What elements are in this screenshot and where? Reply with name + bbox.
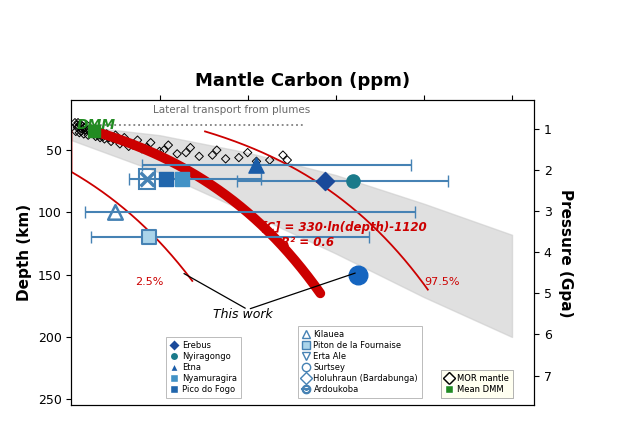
Point [172, 150, 182, 157]
Point [124, 143, 134, 150]
Point [252, 162, 261, 169]
Point [89, 128, 99, 135]
Point [70, 119, 80, 126]
Point [194, 153, 204, 160]
Point [86, 129, 96, 136]
Point [186, 144, 196, 151]
Point [320, 178, 330, 185]
Point [220, 155, 230, 162]
X-axis label: Mantle Carbon (ppm): Mantle Carbon (ppm) [195, 72, 410, 90]
Point [99, 136, 109, 143]
Point [73, 124, 83, 131]
Point [353, 271, 363, 278]
Text: R² = 0.6: R² = 0.6 [281, 236, 333, 249]
Point [142, 144, 152, 151]
Point [97, 129, 107, 136]
Point [155, 148, 165, 155]
Point [104, 134, 114, 141]
Point [73, 119, 83, 126]
Text: 97.5%: 97.5% [424, 277, 460, 286]
Point [252, 158, 261, 165]
Point [75, 120, 85, 127]
Point [83, 132, 93, 139]
Point [181, 149, 191, 156]
Point [81, 127, 91, 134]
Text: [C] = 330·ln(depth)-1120: [C] = 330·ln(depth)-1120 [261, 221, 427, 234]
Point [143, 234, 153, 241]
Point [95, 134, 105, 141]
Point [76, 128, 86, 135]
Point [77, 126, 87, 133]
Point [212, 146, 222, 153]
Point [176, 175, 186, 182]
Point [161, 175, 171, 182]
Point [98, 133, 108, 140]
Point [159, 146, 169, 153]
Point [93, 128, 103, 135]
Point [85, 128, 95, 135]
Point [283, 157, 292, 164]
Point [84, 126, 94, 133]
Point [234, 154, 244, 161]
Legend: MOR mantle, Mean DMM: MOR mantle, Mean DMM [441, 370, 513, 398]
Point [132, 136, 142, 143]
Point [102, 130, 112, 137]
Point [71, 128, 81, 135]
Point [111, 132, 120, 139]
Point [119, 134, 129, 141]
Point [207, 152, 217, 159]
Point [88, 127, 98, 134]
Point [106, 138, 116, 145]
Y-axis label: Depth (km): Depth (km) [17, 204, 32, 301]
Text: 2.5%: 2.5% [135, 277, 164, 286]
Point [94, 132, 104, 139]
Point [117, 138, 127, 145]
Text: This work: This work [214, 308, 273, 321]
Point [75, 129, 84, 136]
Point [111, 209, 120, 216]
Point [79, 124, 89, 131]
Point [79, 130, 89, 137]
Point [243, 149, 253, 156]
Point [163, 142, 173, 149]
Point [115, 140, 125, 147]
Point [72, 122, 82, 129]
Y-axis label: Pressure (Gpa): Pressure (Gpa) [558, 189, 573, 317]
Point [142, 175, 152, 182]
Point [128, 142, 138, 149]
Point [91, 133, 101, 140]
Point [146, 139, 156, 146]
Point [137, 145, 147, 152]
Point [265, 157, 274, 164]
Text: DMM: DMM [77, 118, 116, 132]
Point [278, 152, 288, 159]
Point [348, 178, 358, 185]
Point [78, 123, 88, 130]
Text: Lateral transport from plumes: Lateral transport from plumes [153, 105, 310, 115]
Point [82, 122, 92, 129]
Bar [139, 169, 155, 189]
Point [108, 136, 118, 143]
Point [89, 130, 99, 137]
